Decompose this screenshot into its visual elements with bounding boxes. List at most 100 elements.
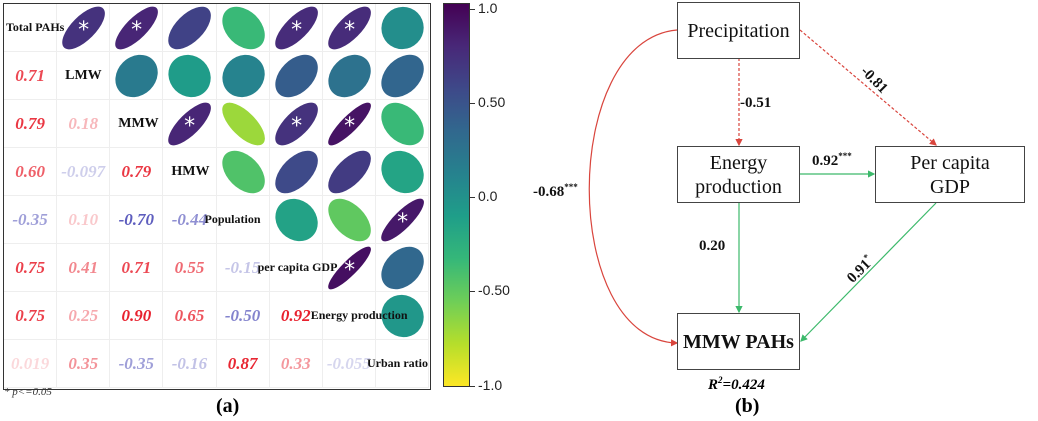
colorbar-tick: 0.50 [470,94,505,110]
correlation-ellipse [327,246,371,290]
edge-gdp-mmw [800,202,937,342]
correlation-ellipse [327,102,371,146]
matrix-cell-ellipse [216,100,270,148]
significance-star: * [131,18,142,43]
matrix-cell-ellipse [375,100,429,148]
edge-precip-mmw [588,29,679,347]
correlation-matrix: * * * * 0.71 0.79 0.18 * * * 0.60 -0.097 0.79 -0.35 0.… [3,3,431,390]
correlation-ellipse [62,6,106,50]
colorbar-tick: -1.0 [470,377,502,393]
correlation-value: -0.35 [118,353,155,373]
correlation-value: 0.90 [121,305,152,325]
matrix-cell-value: 0.60 [4,148,58,196]
correlation-value: 0.79 [15,113,45,133]
correlation-value: 0.41 [68,257,99,277]
variable-label: Urban ratio [367,356,428,370]
matrix-cell-value: 0.71 [4,52,58,100]
correlation-value: -0.097 [61,161,106,181]
correlation-ellipse [168,54,212,98]
matrix-cell-ellipse [216,52,270,100]
matrix-cell-value: 0.75 [4,244,58,292]
correlation-ellipse [327,6,371,50]
colorbar-tick: 1.0 [470,0,497,16]
matrix-cell-ellipse [269,148,323,196]
correlation-ellipse [274,150,318,194]
correlation-value: 0.92 [280,305,311,325]
correlation-value: 0.10 [68,209,99,229]
matrix-cell-ellipse [322,148,376,196]
correlation-value: 0.60 [15,161,45,181]
correlation-value: 0.71 [121,257,152,277]
node-label: Energy production [695,151,782,198]
matrix-cell-value: 0.75 [4,292,58,340]
matrix-cell-value: 0.019 [4,340,58,388]
matrix-cell-ellipse [110,52,164,100]
correlation-value: 0.019 [10,353,50,373]
correlation-value: 0.25 [68,305,99,325]
matrix-cell-value: -0.50 [216,292,270,340]
matrix-cell-value: -0.16 [163,340,217,388]
correlation-ellipse [381,54,424,98]
correlation-ellipse [274,102,318,146]
colorbar-tick: -0.50 [470,282,510,298]
correlation-ellipse [115,6,159,50]
correlation-value: 0.79 [121,161,152,181]
significance-note: * p<=0.05 [4,386,52,398]
matrix-cell-ellipse: * [322,100,376,148]
matrix-cell-value: 0.18 [57,100,111,148]
matrix-cell-diagonal [322,292,376,340]
correlation-ellipse [381,102,424,146]
matrix-cell-value: 0.25 [57,292,111,340]
correlation-ellipse [115,54,158,98]
significance-star: * [344,258,355,283]
significance-star: * [78,18,89,43]
significance-star: * [344,18,355,43]
matrix-cell-value: -0.097 [57,148,111,196]
correlation-value: -0.70 [118,209,155,229]
correlation-ellipse [381,198,424,242]
edge-label-precip-mmw: -0.68*** [533,182,578,200]
panel-label-b: (b) [735,395,760,417]
correlation-value: -0.50 [224,305,261,325]
edge-label-energy-mmw: 0.20 [699,238,726,254]
matrix-cell-value: 0.65 [163,292,217,340]
node-precipitation: Precipitation [677,2,800,59]
matrix-cell-ellipse: * [322,244,376,292]
correlation-value: -0.15 [224,257,261,277]
correlation-value: 0.71 [15,65,45,85]
variable-label: HMW [171,164,210,179]
matrix-cell-ellipse: * [110,4,164,52]
significance-star: * [291,114,302,139]
matrix-cell-ellipse [216,4,270,52]
colorbar-tick: 0.0 [470,188,497,204]
matrix-cell-ellipse [269,52,323,100]
matrix-cell-diagonal [375,340,429,388]
correlation-ellipse [328,150,371,194]
matrix-cell-value: -0.15 [216,244,270,292]
variable-label: Total PAHs [6,20,65,34]
matrix-cell-ellipse [163,4,217,52]
matrix-cell-ellipse [375,4,429,52]
panel-label-a: (a) [216,395,240,417]
matrix-cell-ellipse [375,52,429,100]
variable-label: per capita GDP [257,260,338,274]
matrix-cell-diagonal [4,4,58,52]
node-energy-production: Energy production [677,146,800,203]
correlation-value: 0.35 [68,353,99,373]
correlation-ellipse [274,6,318,50]
matrix-cell-diagonal [216,196,270,244]
correlation-ellipse [221,150,265,194]
matrix-cell-value: 0.10 [57,196,111,244]
matrix-cell-value: 0.87 [216,340,270,388]
matrix-cell-diagonal [110,100,164,148]
correlation-ellipse [328,54,371,98]
correlation-ellipse [381,150,424,194]
matrix-cell-value: -0.35 [110,340,164,388]
edge-label-precip-energy: -0.51 [740,95,772,111]
matrix-cell-value: -0.44 [163,196,217,244]
correlation-value: 0.65 [174,305,205,325]
correlation-ellipse [168,6,212,50]
correlation-value: 0.55 [174,257,205,277]
variable-label: Population [204,212,261,226]
